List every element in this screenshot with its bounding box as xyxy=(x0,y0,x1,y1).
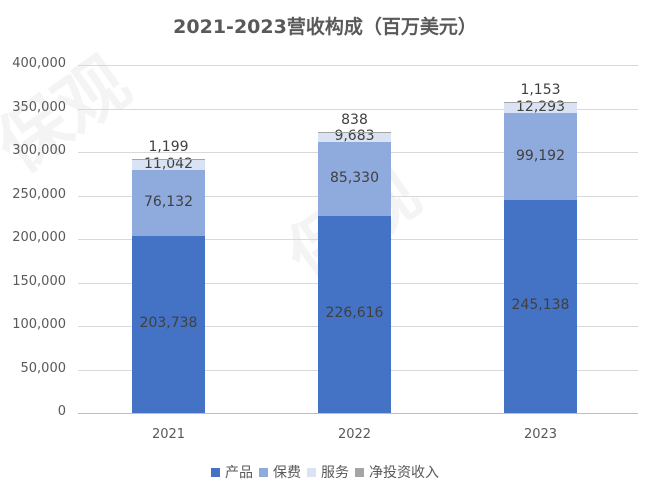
legend-swatch-icon xyxy=(211,467,220,477)
data-label: 226,616 xyxy=(325,305,384,322)
x-tick-label: 2021 xyxy=(151,427,186,442)
data-label: 99,192 xyxy=(516,147,565,164)
legend-label: 产品 xyxy=(225,465,253,481)
legend-label: 净投资收入 xyxy=(369,465,439,481)
data-label: 12,293 xyxy=(516,99,565,116)
data-label: 76,132 xyxy=(144,193,193,210)
x-tick-label: 2023 xyxy=(523,427,558,442)
x-tick-label: 2022 xyxy=(337,427,372,442)
legend-swatch-icon xyxy=(355,467,364,477)
data-label: 1,153 xyxy=(520,81,561,98)
legend-item: 服务 xyxy=(307,462,349,482)
data-label: 245,138 xyxy=(511,297,570,314)
y-tick-label: 400,000 xyxy=(12,56,66,71)
legend-item: 保费 xyxy=(259,462,301,482)
y-tick-label: 200,000 xyxy=(12,230,66,245)
data-label: 1,199 xyxy=(148,138,189,155)
bar-segment xyxy=(504,102,577,114)
x-axis-line xyxy=(78,413,638,414)
bar-segment xyxy=(504,113,577,200)
y-tick-label: 350,000 xyxy=(12,99,66,115)
data-label: 838 xyxy=(341,112,368,129)
legend-label: 服务 xyxy=(321,465,349,481)
bar-segment xyxy=(318,133,391,142)
y-tick-label: 150,000 xyxy=(12,273,66,289)
bar-segment xyxy=(504,199,577,413)
data-label: 85,330 xyxy=(330,169,379,186)
bar-segment xyxy=(318,215,391,413)
legend: 产品 保费 服务 净投资收入 xyxy=(0,462,650,482)
data-label: 203,738 xyxy=(139,315,198,332)
bar-segment xyxy=(504,101,577,103)
data-label: 9,683 xyxy=(334,128,375,145)
gridline xyxy=(78,108,638,110)
bar-segment xyxy=(318,141,391,216)
bar-segment xyxy=(318,132,391,134)
bar-segment xyxy=(132,159,205,170)
gridline xyxy=(78,65,638,66)
y-tick-label: 0 xyxy=(57,404,66,419)
legend-swatch-icon xyxy=(307,467,316,477)
bar-segment xyxy=(132,235,205,413)
legend-item: 净投资收入 xyxy=(355,462,439,482)
y-tick-label: 250,000 xyxy=(12,186,66,202)
bar-segment xyxy=(132,158,205,160)
legend-label: 保费 xyxy=(273,465,301,481)
y-tick-label: 100,000 xyxy=(12,317,66,332)
y-tick-label: 50,000 xyxy=(20,360,67,376)
legend-item: 产品 xyxy=(211,462,253,482)
bar-segment xyxy=(132,169,205,236)
legend-swatch-icon xyxy=(259,467,268,477)
y-tick-label: 300,000 xyxy=(12,143,66,158)
chart-title: 2021-2023营收构成（百万美元） xyxy=(173,16,477,38)
